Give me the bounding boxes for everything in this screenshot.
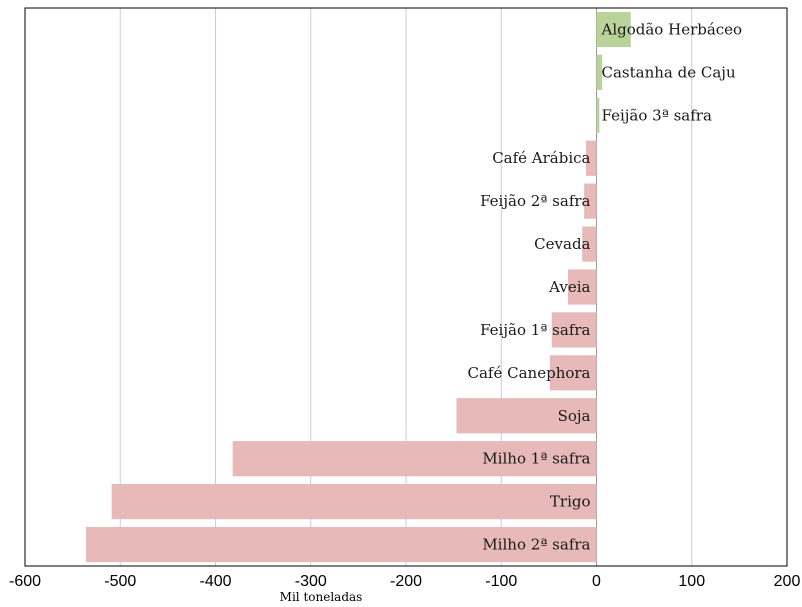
- x-tick-label-0: -600: [9, 573, 41, 590]
- category-labels: Algodão Herbáceo Castanha de Caju Feijão 3…: [468, 20, 743, 553]
- x-tick-labels: -600 -500 -400 -300 -200 -100 0 100 200: [9, 573, 800, 590]
- category-label-8: Café Canephora: [468, 364, 591, 382]
- bar-1: [596, 54, 603, 90]
- bar-0: [596, 11, 631, 48]
- bar-9: [456, 398, 597, 434]
- category-label-3: Café Arábica: [492, 149, 590, 167]
- x-tick-label-3: -300: [295, 573, 327, 590]
- bar-12: [85, 526, 597, 563]
- category-label-0: Algodão Herbáceo: [601, 20, 743, 38]
- x-tick-label-8: 200: [774, 573, 801, 590]
- bar-3: [586, 140, 597, 176]
- category-label-1: Castanha de Caju: [602, 63, 736, 81]
- gridlines: [119, 8, 693, 566]
- category-label-6: Aveia: [548, 278, 590, 296]
- plot-frame: [24, 7, 788, 567]
- bars: [85, 11, 631, 563]
- category-label-11: Trigo: [550, 493, 591, 511]
- x-tick-label-6: 0: [592, 573, 601, 590]
- bar-8: [549, 355, 597, 391]
- x-tick-label-2: -400: [199, 573, 231, 590]
- bar-11: [111, 484, 597, 520]
- bar-2: [596, 97, 600, 133]
- bar-7: [551, 312, 597, 348]
- category-label-7: Feijão 1ª safra: [480, 321, 590, 339]
- category-label-12: Milho 2ª safra: [482, 536, 590, 554]
- x-tick-label-7: 100: [678, 573, 705, 590]
- bar-4: [584, 183, 597, 219]
- category-label-4: Feijão 2ª safra: [480, 192, 590, 210]
- bar-6: [567, 269, 597, 305]
- x-tick-label-1: -500: [104, 573, 136, 590]
- x-tick-label-5: -100: [485, 573, 517, 590]
- category-label-5: Cevada: [534, 235, 590, 253]
- category-label-9: Soja: [558, 407, 591, 425]
- bar-5: [582, 226, 597, 262]
- category-label-10: Milho 1ª safra: [482, 450, 590, 468]
- x-axis-title: Mil toneladas: [280, 590, 363, 604]
- bar-10: [232, 441, 597, 477]
- category-label-2: Feijão 3ª safra: [602, 106, 712, 124]
- x-tick-label-4: -200: [390, 573, 422, 590]
